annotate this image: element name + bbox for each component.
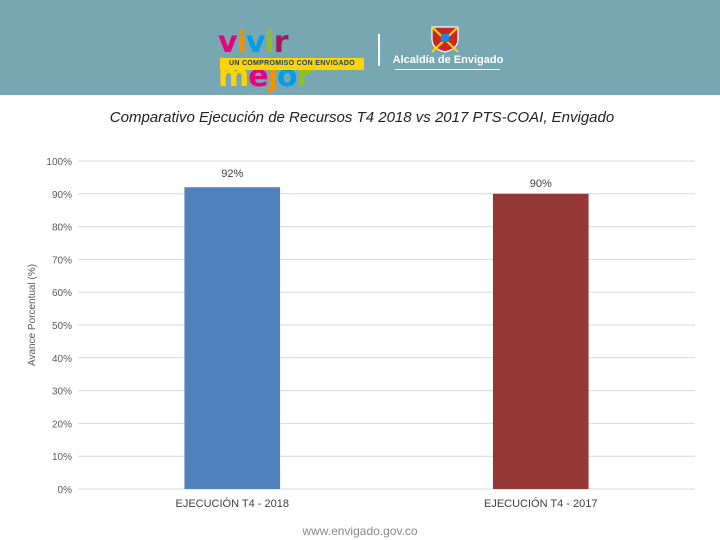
data-label: 90% (530, 178, 552, 190)
bar (184, 187, 281, 490)
footer-url: www.envigado.gov.co (302, 524, 418, 538)
data-label: 92% (221, 168, 243, 180)
chart-title: Comparativo Ejecución de Recursos T4 201… (109, 109, 615, 126)
y-tick-label: 20% (52, 419, 72, 430)
alcaldia-underline (395, 69, 500, 70)
y-tick-label: 0% (58, 485, 73, 496)
bar (492, 193, 589, 490)
y-tick-label: 80% (52, 223, 72, 234)
alcaldia-name: Alcaldía de Envigado (392, 54, 504, 66)
y-axis-label: Avance Porcentual (%) (27, 264, 38, 366)
header-band (0, 0, 720, 95)
y-tick-label: 50% (52, 321, 72, 332)
y-tick-label: 100% (46, 157, 72, 168)
y-tick-label: 40% (52, 354, 72, 365)
y-tick-label: 70% (52, 255, 72, 266)
x-tick-label: EJECUCIÓN T4 - 2017 (484, 497, 598, 510)
y-tick-label: 10% (52, 452, 72, 463)
y-tick-label: 30% (52, 387, 72, 398)
y-tick-label: 60% (52, 288, 72, 299)
coat-of-arms-icon (431, 26, 459, 53)
y-tick-label: 90% (52, 190, 72, 201)
vivir-mejor-logo: vivir mejor UN COMPROMISO CON ENVIGADO (218, 26, 366, 94)
x-tick-label: EJECUCIÓN T4 - 2018 (175, 497, 289, 510)
logo-separator (378, 34, 380, 66)
vivir-mejor-tagline: UN COMPROMISO CON ENVIGADO (220, 58, 364, 70)
